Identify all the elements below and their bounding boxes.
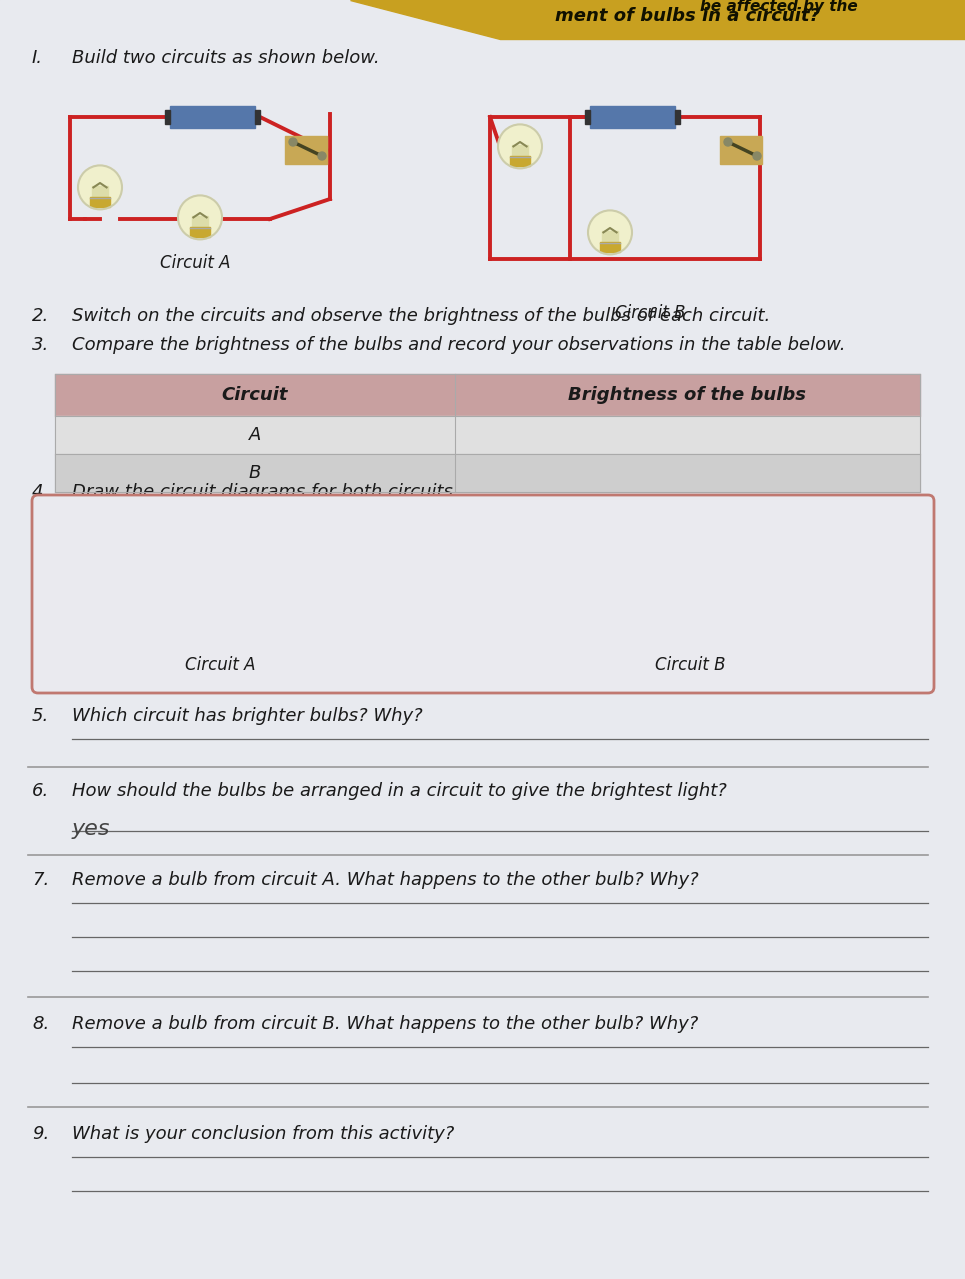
Text: 4.: 4. xyxy=(32,483,49,501)
Text: I.: I. xyxy=(32,49,43,67)
Text: Circuit B: Circuit B xyxy=(654,656,726,674)
Text: 7.: 7. xyxy=(32,871,49,889)
Bar xyxy=(55,373,455,416)
Bar xyxy=(720,136,762,164)
Text: ment of bulbs in a circuit?: ment of bulbs in a circuit? xyxy=(555,6,820,26)
Bar xyxy=(602,231,618,243)
Bar xyxy=(90,197,110,207)
Text: 6.: 6. xyxy=(32,781,49,799)
Text: A: A xyxy=(249,426,262,444)
Circle shape xyxy=(724,138,732,146)
Bar xyxy=(455,454,920,492)
Text: 2.: 2. xyxy=(32,307,49,325)
Text: Switch on the circuits and observe the brightness of the bulbs of each circuit.: Switch on the circuits and observe the b… xyxy=(72,307,770,325)
Text: Remove a bulb from circuit A. What happens to the other bulb? Why?: Remove a bulb from circuit A. What happe… xyxy=(72,871,699,889)
Bar xyxy=(192,216,207,229)
Text: yes: yes xyxy=(72,819,111,839)
Bar xyxy=(512,146,528,157)
Text: Circuit A: Circuit A xyxy=(184,656,256,674)
Text: Remove a bulb from circuit B. What happens to the other bulb? Why?: Remove a bulb from circuit B. What happe… xyxy=(72,1016,699,1033)
Circle shape xyxy=(78,165,122,210)
Text: be affected by the: be affected by the xyxy=(700,0,858,14)
Text: Which circuit has brighter bulbs? Why?: Which circuit has brighter bulbs? Why? xyxy=(72,707,423,725)
Circle shape xyxy=(753,152,761,160)
Text: Circuit B: Circuit B xyxy=(615,304,685,322)
Bar xyxy=(93,187,108,198)
Text: B: B xyxy=(249,464,262,482)
Text: Compare the brightness of the bulbs and record your observations in the table be: Compare the brightness of the bulbs and … xyxy=(72,336,845,354)
Polygon shape xyxy=(350,0,965,38)
Circle shape xyxy=(178,196,222,239)
Circle shape xyxy=(318,152,326,160)
Text: How should the bulbs be arranged in a circuit to give the brightest light?: How should the bulbs be arranged in a ci… xyxy=(72,781,727,799)
Text: What is your conclusion from this activity?: What is your conclusion from this activi… xyxy=(72,1126,455,1143)
Bar xyxy=(190,228,210,237)
Circle shape xyxy=(588,211,632,255)
Circle shape xyxy=(498,124,542,169)
Bar xyxy=(585,110,590,124)
Bar xyxy=(165,110,170,124)
Bar xyxy=(285,136,327,164)
Bar xyxy=(675,110,680,124)
Text: 8.: 8. xyxy=(32,1016,49,1033)
Text: Circuit A: Circuit A xyxy=(160,255,231,272)
Bar xyxy=(255,110,260,124)
FancyBboxPatch shape xyxy=(32,495,934,693)
Bar xyxy=(600,242,620,252)
Bar xyxy=(55,454,455,492)
Bar xyxy=(510,156,530,166)
Text: Brightness of the bulbs: Brightness of the bulbs xyxy=(568,386,807,404)
Text: Circuit: Circuit xyxy=(222,386,289,404)
Bar xyxy=(590,106,675,128)
Text: 9.: 9. xyxy=(32,1126,49,1143)
Bar xyxy=(55,416,455,454)
Text: Draw the circuit diagrams for both circuits.: Draw the circuit diagrams for both circu… xyxy=(72,483,458,501)
Bar xyxy=(455,416,920,454)
Text: 3.: 3. xyxy=(32,336,49,354)
Text: Build two circuits as shown below.: Build two circuits as shown below. xyxy=(72,49,379,67)
Bar xyxy=(455,373,920,416)
Text: 5.: 5. xyxy=(32,707,49,725)
Bar xyxy=(170,106,255,128)
Circle shape xyxy=(289,138,297,146)
